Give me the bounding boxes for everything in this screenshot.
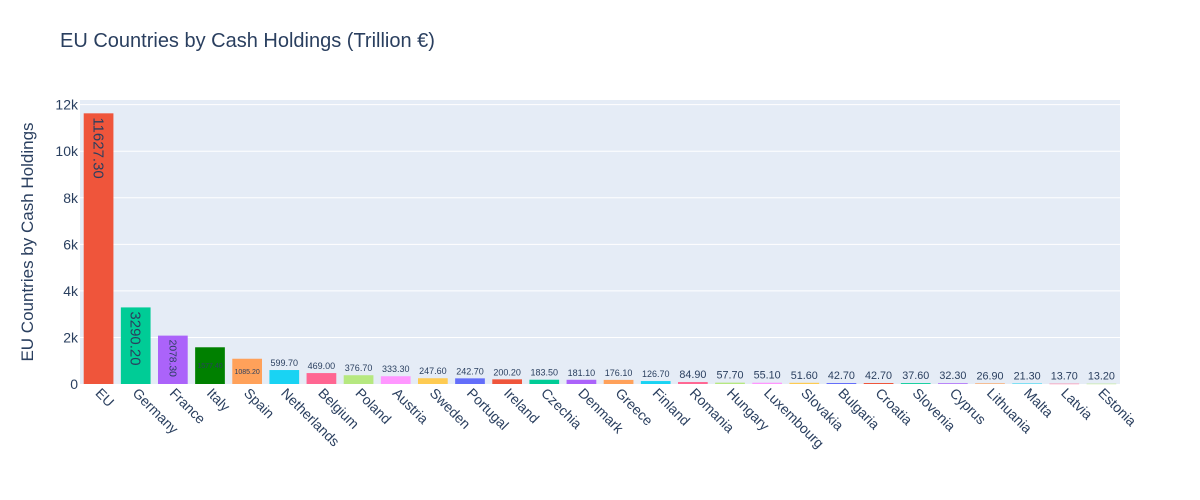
data-label: 37.60 bbox=[902, 370, 929, 382]
bar[interactable] bbox=[603, 379, 634, 384]
y-axis-ticks: 0 2k 4k 6k 8k 10k 12k bbox=[55, 97, 79, 392]
x-tick-label: Italy bbox=[204, 385, 233, 414]
data-label: 599.70 bbox=[271, 358, 299, 368]
bar[interactable] bbox=[529, 379, 560, 384]
data-label: 3290.20 bbox=[126, 311, 143, 365]
data-label: 84.90 bbox=[679, 369, 706, 381]
data-label: 13.70 bbox=[1051, 371, 1078, 383]
y-tick-label: 4k bbox=[63, 283, 79, 299]
bar[interactable] bbox=[418, 378, 448, 384]
data-label: 26.90 bbox=[976, 370, 1003, 382]
bar[interactable] bbox=[120, 307, 151, 384]
chart-title: EU Countries by Cash Holdings (Trillion … bbox=[60, 30, 435, 52]
bar[interactable] bbox=[343, 375, 374, 384]
bar[interactable] bbox=[566, 379, 597, 384]
bar[interactable] bbox=[306, 373, 337, 384]
data-label: 376.70 bbox=[345, 363, 373, 373]
bar[interactable] bbox=[1049, 383, 1080, 385]
plot-background bbox=[80, 100, 1120, 384]
x-tick-label: Estonia bbox=[1095, 385, 1139, 429]
bar[interactable] bbox=[752, 382, 782, 384]
data-label: 1085.20 bbox=[234, 369, 259, 376]
bar[interactable] bbox=[975, 383, 1005, 384]
data-label: 181.10 bbox=[568, 368, 596, 378]
y-tick-label: 10k bbox=[55, 143, 79, 159]
data-label: 469.00 bbox=[308, 361, 336, 371]
y-tick-label: 0 bbox=[70, 376, 78, 392]
x-tick-label: Austria bbox=[390, 385, 432, 427]
y-axis-title: EU Countries by Cash Holdings bbox=[18, 122, 37, 361]
data-label: 1577.40 bbox=[197, 363, 222, 370]
bar[interactable] bbox=[715, 382, 745, 384]
bar[interactable] bbox=[455, 378, 485, 384]
data-label: 2078.30 bbox=[166, 340, 177, 377]
data-label: 57.70 bbox=[716, 370, 743, 382]
data-label: 333.30 bbox=[382, 364, 410, 374]
y-tick-label: 6k bbox=[63, 236, 79, 252]
bar[interactable] bbox=[232, 358, 262, 384]
bar[interactable] bbox=[195, 347, 225, 384]
data-label: 242.70 bbox=[456, 366, 484, 376]
data-label: 55.10 bbox=[754, 370, 781, 382]
data-label: 32.30 bbox=[939, 370, 966, 382]
data-label: 200.20 bbox=[493, 367, 521, 377]
bars bbox=[83, 113, 1117, 385]
bar[interactable] bbox=[678, 382, 708, 384]
data-label: 51.60 bbox=[791, 370, 818, 382]
bar[interactable] bbox=[380, 376, 411, 384]
x-tick-label: EU bbox=[92, 385, 117, 410]
y-tick-label: 2k bbox=[63, 329, 79, 345]
data-label: 183.50 bbox=[531, 368, 559, 378]
x-tick-label: Spain bbox=[241, 385, 278, 422]
bar[interactable] bbox=[269, 370, 300, 384]
bar[interactable] bbox=[1086, 383, 1117, 385]
y-tick-label: 12k bbox=[55, 97, 79, 113]
data-label: 247.60 bbox=[419, 366, 447, 376]
bar[interactable] bbox=[158, 335, 188, 384]
data-label: 21.30 bbox=[1014, 371, 1041, 383]
data-label: 42.70 bbox=[828, 370, 855, 382]
x-tick-label: Latvia bbox=[1058, 385, 1096, 423]
y-tick-label: 8k bbox=[63, 190, 79, 206]
gridlines bbox=[80, 104, 1120, 338]
bar[interactable] bbox=[900, 383, 931, 384]
bar[interactable] bbox=[826, 383, 857, 384]
bar[interactable] bbox=[83, 113, 114, 385]
bar[interactable] bbox=[863, 383, 894, 384]
bar[interactable] bbox=[492, 379, 522, 384]
data-label: 126.70 bbox=[642, 369, 670, 379]
bar[interactable] bbox=[1012, 383, 1042, 385]
data-label: 42.70 bbox=[865, 370, 892, 382]
bar[interactable] bbox=[789, 382, 820, 384]
data-label: 13.20 bbox=[1088, 371, 1115, 383]
data-label: 176.10 bbox=[605, 368, 633, 378]
bar[interactable] bbox=[640, 381, 671, 384]
x-tick-label: Finland bbox=[650, 385, 694, 429]
data-label: 11627.30 bbox=[89, 117, 106, 178]
data-labels: 11627.30 3290.20 2078.30 1577.40 1085.20 599.… bbox=[89, 117, 1115, 382]
bar[interactable] bbox=[938, 383, 968, 384]
